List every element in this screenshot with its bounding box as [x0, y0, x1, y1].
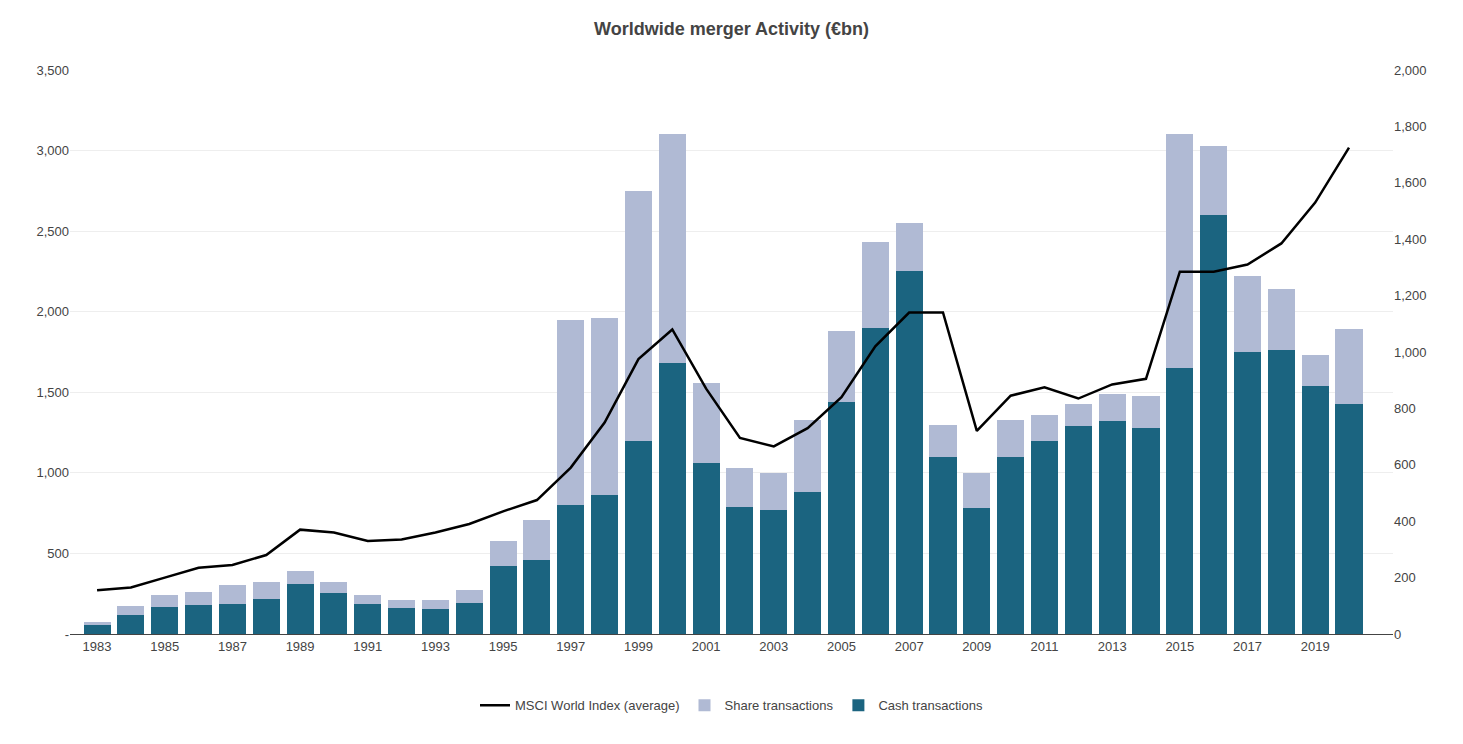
- svg-text:2007: 2007: [895, 639, 924, 654]
- svg-text:2,500: 2,500: [36, 224, 69, 239]
- svg-text:1,000: 1,000: [1394, 345, 1427, 360]
- svg-text:2003: 2003: [759, 639, 788, 654]
- svg-text:1997: 1997: [556, 639, 585, 654]
- svg-text:2009: 2009: [962, 639, 991, 654]
- svg-text:1,800: 1,800: [1394, 119, 1427, 134]
- svg-text:1983: 1983: [83, 639, 112, 654]
- svg-text:1989: 1989: [286, 639, 315, 654]
- svg-text:1,500: 1,500: [36, 385, 69, 400]
- svg-text:Worldwide merger Activity (€bn: Worldwide merger Activity (€bn): [594, 19, 869, 39]
- svg-text:MSCI World Index (average): MSCI World Index (average): [515, 698, 680, 713]
- svg-text:1987: 1987: [218, 639, 247, 654]
- svg-text:1999: 1999: [624, 639, 653, 654]
- svg-text:400: 400: [1394, 514, 1416, 529]
- svg-text:500: 500: [47, 546, 69, 561]
- svg-text:2015: 2015: [1165, 639, 1194, 654]
- svg-text:-: -: [65, 627, 69, 642]
- svg-text:1,200: 1,200: [1394, 288, 1427, 303]
- svg-text:1985: 1985: [150, 639, 179, 654]
- svg-text:1993: 1993: [421, 639, 450, 654]
- svg-text:2017: 2017: [1233, 639, 1262, 654]
- svg-text:0: 0: [1394, 627, 1401, 642]
- svg-text:200: 200: [1394, 570, 1416, 585]
- svg-text:600: 600: [1394, 457, 1416, 472]
- svg-text:Share transactions: Share transactions: [725, 698, 834, 713]
- svg-text:2013: 2013: [1098, 639, 1127, 654]
- svg-text:2,000: 2,000: [1394, 63, 1427, 78]
- svg-text:2005: 2005: [827, 639, 856, 654]
- svg-text:1,400: 1,400: [1394, 232, 1427, 247]
- svg-text:2011: 2011: [1031, 639, 1059, 654]
- svg-text:2001: 2001: [692, 639, 721, 654]
- svg-text:2019: 2019: [1301, 639, 1330, 654]
- svg-text:3,000: 3,000: [36, 143, 69, 158]
- svg-text:1991: 1991: [353, 639, 382, 654]
- svg-text:1,600: 1,600: [1394, 175, 1427, 190]
- svg-text:Cash transactions: Cash transactions: [878, 698, 983, 713]
- svg-text:3,500: 3,500: [36, 63, 69, 78]
- svg-text:1,000: 1,000: [36, 465, 69, 480]
- svg-text:1995: 1995: [489, 639, 518, 654]
- svg-text:2,000: 2,000: [36, 304, 69, 319]
- svg-text:800: 800: [1394, 401, 1416, 416]
